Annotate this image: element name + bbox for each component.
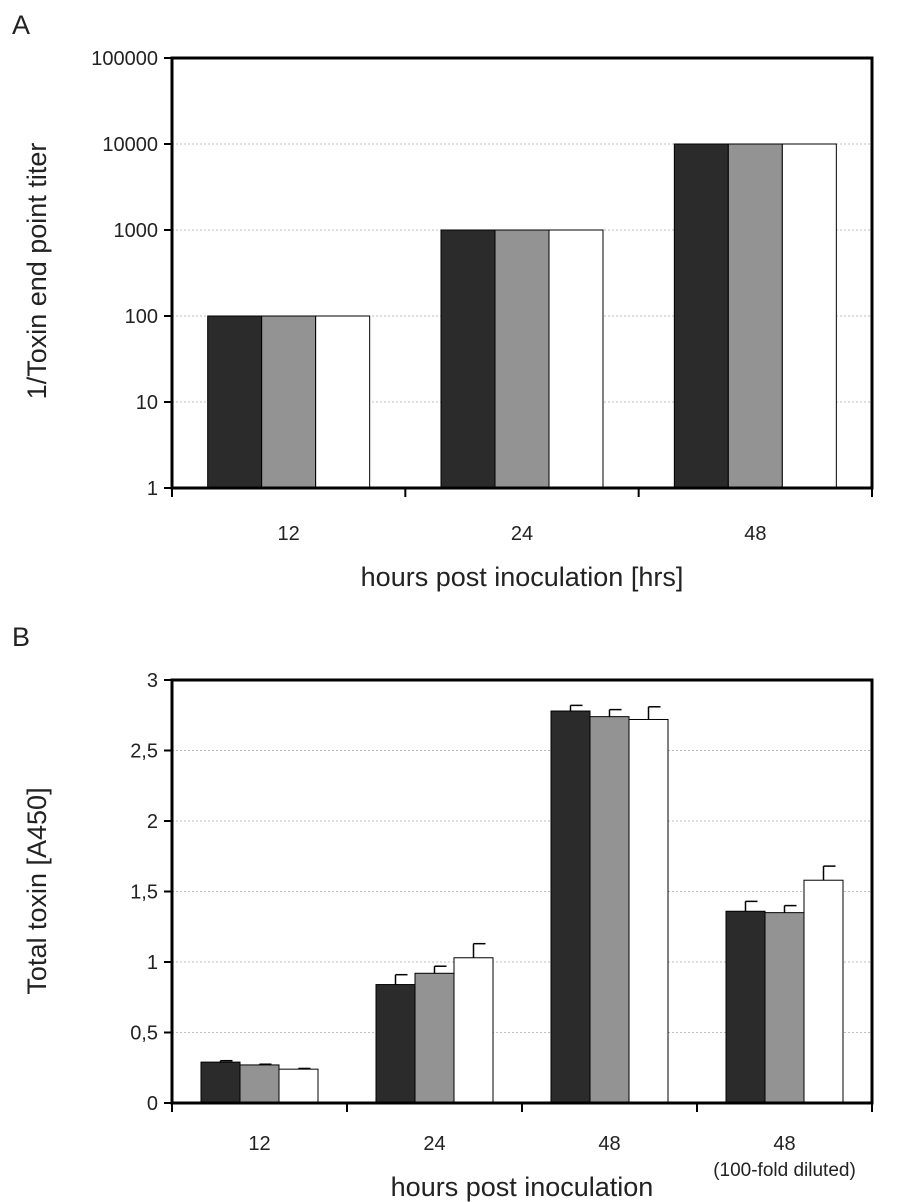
bar-a-s2-c3 <box>727 143 783 489</box>
plot-frame <box>170 56 874 490</box>
bar-b-s1-c2 <box>375 984 416 1104</box>
y-axis-title: 1/Toxin end point titer <box>22 143 52 400</box>
y-tick-label: 1 <box>147 952 158 974</box>
y-axis-title: Total toxin [A450] <box>22 787 52 994</box>
x-tick-label: 12 <box>278 523 300 545</box>
x-tick-label: 12 <box>248 1133 270 1155</box>
x-tick-label: 24 <box>511 523 533 545</box>
bar-b-s1-c4 <box>725 910 766 1104</box>
bar-b-s3-c1 <box>278 1068 319 1104</box>
y-tick-label: 1 <box>147 478 158 500</box>
panel-label-b: B <box>12 622 31 652</box>
bar-a-s2-c1 <box>261 315 317 489</box>
bar-b-s2-c2 <box>414 972 455 1104</box>
bar-a-s1-c2 <box>440 229 496 489</box>
bar-b-s2-c4 <box>764 912 805 1104</box>
x-tick-label: 48 <box>773 1133 795 1155</box>
y-tick-label: 1000 <box>114 220 159 242</box>
x-tick-label: 48 <box>598 1133 620 1155</box>
x-tick-sublabel: (100-fold diluted) <box>713 1160 856 1181</box>
x-axis-title: hours post inoculation [hrs] <box>361 562 684 592</box>
y-tick-label: 0,5 <box>130 1023 158 1045</box>
y-tick-label: 0 <box>147 1093 158 1115</box>
y-tick-label: 2 <box>147 811 158 833</box>
bar-b-s3-c4 <box>803 879 844 1104</box>
bar-b-s3-c3 <box>628 718 669 1104</box>
y-tick-label: 2,5 <box>130 741 158 763</box>
bar-a-s3-c1 <box>315 315 371 489</box>
bar-b-s1-c3 <box>550 710 591 1104</box>
y-tick-label: 1,5 <box>130 882 158 904</box>
x-tick-label: 48 <box>744 523 766 545</box>
y-tick-label: 100 <box>125 306 158 328</box>
y-tick-label: 100000 <box>91 48 158 70</box>
bar-a-s3-c2 <box>548 229 604 489</box>
panel-label-a: A <box>12 10 31 40</box>
y-tick-label: 10000 <box>102 134 158 156</box>
y-tick-label: 10 <box>136 392 158 414</box>
bar-b-s3-c2 <box>453 957 494 1104</box>
bar-a-s3-c3 <box>781 143 837 489</box>
bar-a-s1-c3 <box>673 143 729 489</box>
bar-b-s1-c1 <box>200 1061 241 1104</box>
bar-a-s1-c1 <box>207 315 263 489</box>
x-tick-label: 24 <box>423 1133 445 1155</box>
bar-a-s2-c2 <box>494 229 550 489</box>
bar-b-s2-c1 <box>239 1064 280 1104</box>
x-axis-title: hours post inoculation <box>391 1172 654 1202</box>
bar-b-s2-c3 <box>589 716 630 1104</box>
y-tick-label: 3 <box>147 670 158 692</box>
